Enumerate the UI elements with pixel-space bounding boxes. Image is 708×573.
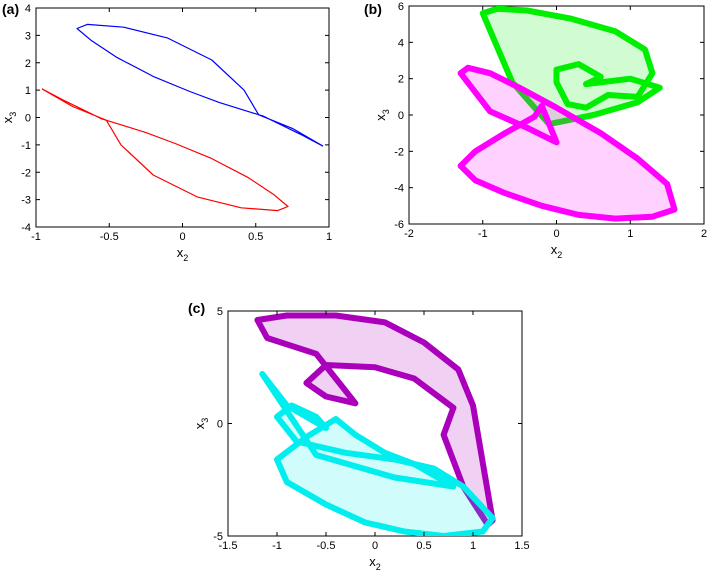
panel-c-xtick-label: -0.5 [317,540,336,552]
panel-a-xlabel-subscript: 2 [183,253,188,263]
panel-a-label: (a) [2,1,19,17]
panel-c-xtick-label: -1.5 [219,540,238,552]
panel-b-xtick-label: -2 [404,228,414,240]
panel-c-xtick-label: 0 [372,540,378,552]
panel-c-xtick-label: 1.5 [514,540,529,552]
panel-b-label: (b) [364,1,382,17]
panel-a-ytick-label: 0 [25,113,31,125]
panel-c-xtick-label: 0.5 [416,540,431,552]
panel-c-label: (c) [188,300,205,316]
panel-b-series-group [457,6,678,222]
panel-c-series-group [254,312,496,536]
panel-a-ylabel-subscript: 3 [8,112,18,117]
panel-b-xtick-label: 1 [627,228,633,240]
panel-b-xtick-label: 2 [701,228,707,240]
panel-a-xtick-label: 0 [179,231,185,243]
panel-a-series-2-trajectory [41,88,289,212]
panel-a-ylabel: x3 [0,112,18,124]
panel-b-series-1-trajectory [479,6,663,128]
panel-a: (a) -1 -0.5 0 0.5 1 -4 -3 -2 -1 0 1 2 3 4 x2 x3 [0,1,332,263]
panel-b-ytick-label: -2 [394,146,404,158]
panel-b: (b) -2 -1 0 1 2 -6 -4 -2 0 2 4 6 x2 x3 [364,1,707,260]
panel-c-ylabel: x3 [192,418,210,430]
panel-c-xtick-label: 1 [470,540,476,552]
panel-c-ylabel-subscript: 3 [200,418,210,423]
panel-a-ytick-label: -3 [21,195,31,207]
panel-b-ytick-label: 6 [398,1,404,13]
panel-b-ytick-label: -6 [394,219,404,231]
panel-b-ytick-label: -4 [394,183,404,195]
panel-b-plot-area [408,5,705,225]
panel-c-ytick-label: 5 [217,306,223,318]
panel-b-xlabel-subscript: 2 [557,250,562,260]
panel-c-series-1-trajectory [254,312,496,528]
panel-c-ytick-label: 0 [217,419,223,431]
panel-b-ylabel-subscript: 3 [381,109,391,114]
panel-c-xlabel-subscript: 2 [376,562,381,572]
panel-a-series-1-trajectory [76,23,324,147]
panel-a-ytick-label: -2 [21,167,31,179]
panel-a-series-group [41,23,324,212]
panel-b-ytick-label: 0 [398,110,404,122]
panel-a-xtick-label: -0.5 [100,231,119,243]
panel-a-plot-area [35,7,330,228]
panel-a-xtick-label: 1 [326,231,332,243]
panel-b-series-2-trajectory [457,64,678,222]
panel-c-xtick-label: -1 [272,540,282,552]
panel-a-ytick-label: 2 [25,58,31,70]
panel-a-xtick-label: 0.5 [248,231,263,243]
panel-a-ytick-label: -1 [21,140,31,152]
panel-c-ytick-label: -5 [213,531,223,543]
panel-b-ylabel: x3 [373,109,391,121]
panel-b-ytick-label: 2 [398,74,404,86]
panel-c-xlabel: x2 [369,554,381,572]
panel-a-xlabel: x2 [177,245,189,263]
panel-b-xlabel: x2 [551,242,563,260]
panel-a-xtick-label: -1 [31,231,41,243]
panel-a-ytick-label: 4 [25,3,31,15]
panel-a-ytick-label: -4 [21,222,31,234]
panel-a-ytick-label: 3 [25,30,31,42]
panel-b-ytick-label: 4 [398,37,404,49]
panel-b-xtick-label: -1 [478,228,488,240]
panel-a-ytick-label: 1 [25,85,31,97]
panel-b-xtick-label: 0 [553,228,559,240]
panel-c: (c) -1.5 -1 -0.5 0 0.5 1 1.5 -5 0 5 x2 x3 [188,300,530,572]
